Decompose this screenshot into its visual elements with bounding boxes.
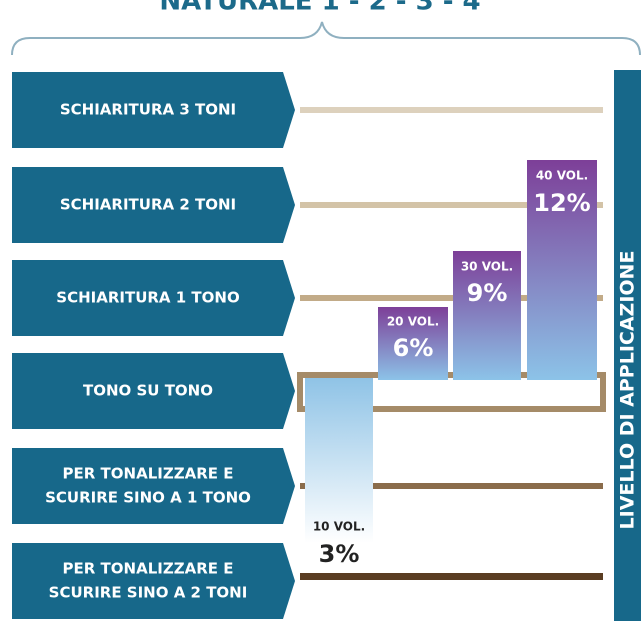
bar [453,251,521,380]
level-label: SCURIRE SINO A 1 TONO [45,489,251,507]
bar [527,160,597,380]
side-label: LIVELLO DI APPLICAZIONE [617,251,639,530]
level-boxes [12,72,295,619]
bar-vol: 20 VOL. [387,315,439,329]
level-label: TONO SU TONO [83,382,213,400]
bar [378,307,448,380]
level-box [12,167,295,243]
level-box [12,260,295,336]
bar-vol: 10 VOL. [313,520,365,534]
bar-vol: 40 VOL. [536,169,588,183]
level-label: SCHIARITURA 2 TONI [60,196,236,214]
level-line [300,573,603,580]
level-label: SCURIRE SINO A 2 TONI [49,584,248,602]
title: NATURALE 1 - 2 - 3 - 4 [159,0,480,17]
level-line [300,107,603,113]
bar-pct: 6% [393,334,434,362]
bar [305,378,373,543]
level-label: PER TONALIZZARE E [63,560,234,578]
level-label: SCHIARITURA 3 TONI [60,101,236,119]
level-box [12,543,295,619]
bar-pct: 9% [467,279,508,307]
side-bar [614,70,641,621]
bar-pct: 3% [319,540,360,568]
level-label: SCHIARITURA 1 TONO [56,289,239,307]
level-line [300,295,603,301]
level-line [300,202,603,208]
brace [11,21,641,56]
bar-pct: 12% [533,189,590,217]
level-line [300,483,603,489]
bar-vol: 30 VOL. [461,260,513,274]
level-label: PER TONALIZZARE E [63,465,234,483]
level-box [12,448,295,524]
level-box [12,72,295,148]
level-box [12,353,295,429]
